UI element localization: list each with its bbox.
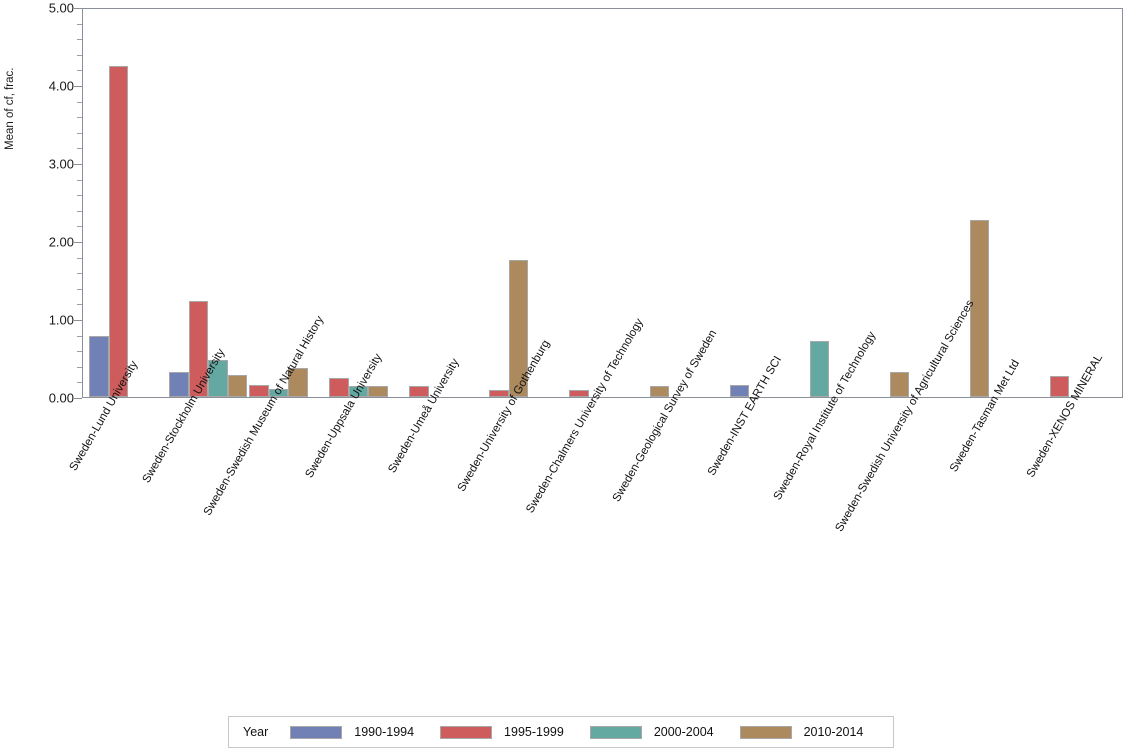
legend-entry[interactable]: 1990-1994	[290, 725, 414, 739]
y-axis-minor-tick	[77, 210, 82, 212]
y-axis-tick-label: 0.00	[48, 390, 74, 406]
bar	[969, 219, 990, 397]
y-axis-tick-label: 4.00	[48, 78, 74, 94]
y-axis-minor-tick	[77, 23, 82, 25]
y-axis-minor-tick	[77, 54, 82, 56]
x-axis-tick-labels: Sweden-Lund University Sweden-Stockholm U…	[0, 298, 1134, 708]
bar	[108, 65, 128, 397]
bar	[227, 375, 248, 397]
bar	[89, 336, 109, 397]
y-axis-minor-tick	[77, 70, 82, 72]
y-axis-minor-tick	[77, 179, 82, 181]
y-axis-major-tick	[74, 242, 82, 243]
y-axis-major-tick	[74, 320, 82, 321]
y-axis-minor-tick	[77, 195, 82, 197]
y-axis-tick-label: 5.00	[48, 0, 74, 16]
bar	[489, 389, 509, 397]
bar	[368, 386, 388, 397]
legend-label: 2000-2004	[653, 725, 714, 739]
legend-swatch	[589, 725, 642, 739]
plot-area	[82, 8, 1123, 398]
y-axis-major-tick	[74, 164, 82, 165]
bar	[208, 360, 228, 397]
bar	[188, 301, 209, 397]
bar	[508, 259, 529, 397]
legend-swatch	[440, 725, 493, 739]
y-axis-minor-tick	[77, 117, 82, 119]
bar	[169, 372, 189, 397]
y-axis-minor-tick	[77, 335, 82, 337]
legend-entry[interactable]: 2000-2004	[589, 725, 714, 739]
y-axis-minor-tick	[77, 304, 82, 306]
y-axis-minor-tick	[77, 382, 82, 384]
y-axis-major-tick	[74, 86, 82, 87]
bar	[889, 372, 910, 397]
y-axis-minor-tick	[77, 351, 82, 353]
y-axis-tick-label: 3.00	[48, 156, 74, 172]
legend-label: 1995-1999	[504, 725, 564, 739]
bar	[649, 386, 670, 397]
y-axis-minor-tick	[77, 132, 82, 134]
legend: Year 1990-1994 1995-1999 2000-2004 2010-201…	[228, 716, 894, 748]
y-axis-tick-label: 2.00	[48, 234, 74, 250]
bar	[288, 368, 308, 397]
bar	[809, 340, 830, 397]
legend-entry[interactable]: 1995-1999	[440, 725, 564, 739]
y-axis-major-tick	[74, 8, 82, 9]
legend-swatch	[290, 725, 343, 739]
legend-entry[interactable]: 2010-2014	[739, 725, 864, 739]
bar	[729, 385, 750, 397]
y-axis-minor-tick	[77, 101, 82, 103]
bar	[1049, 375, 1070, 397]
legend-label: 1990-1994	[354, 725, 415, 739]
y-axis-tick-labels: 0.00 1.00 2.00 3.00 4.00 5.00	[26, 0, 74, 756]
y-axis-minor-tick	[77, 257, 82, 259]
bar	[348, 386, 369, 397]
bar	[409, 386, 429, 397]
bars-layer	[83, 9, 1122, 397]
legend-title: Year	[243, 725, 269, 739]
y-axis-minor-tick	[77, 366, 82, 368]
y-axis-minor-tick	[77, 148, 82, 150]
y-axis-major-tick	[74, 398, 82, 399]
legend-swatch	[739, 725, 792, 739]
legend-label: 2010-2014	[803, 725, 864, 739]
y-axis-minor-tick	[77, 288, 82, 290]
bar	[569, 389, 589, 397]
y-axis-minor-tick	[77, 226, 82, 228]
bar	[329, 377, 349, 397]
y-axis-title: Mean of cf, frac.	[4, 67, 16, 150]
bar	[268, 389, 289, 397]
legend-entries: 1990-1994 1995-1999 2000-2004 2010-2014	[290, 725, 889, 739]
bar	[249, 385, 269, 397]
y-axis-tick-label: 1.00	[48, 312, 74, 328]
y-axis-minor-tick	[77, 39, 82, 41]
y-axis-minor-tick	[77, 273, 82, 275]
